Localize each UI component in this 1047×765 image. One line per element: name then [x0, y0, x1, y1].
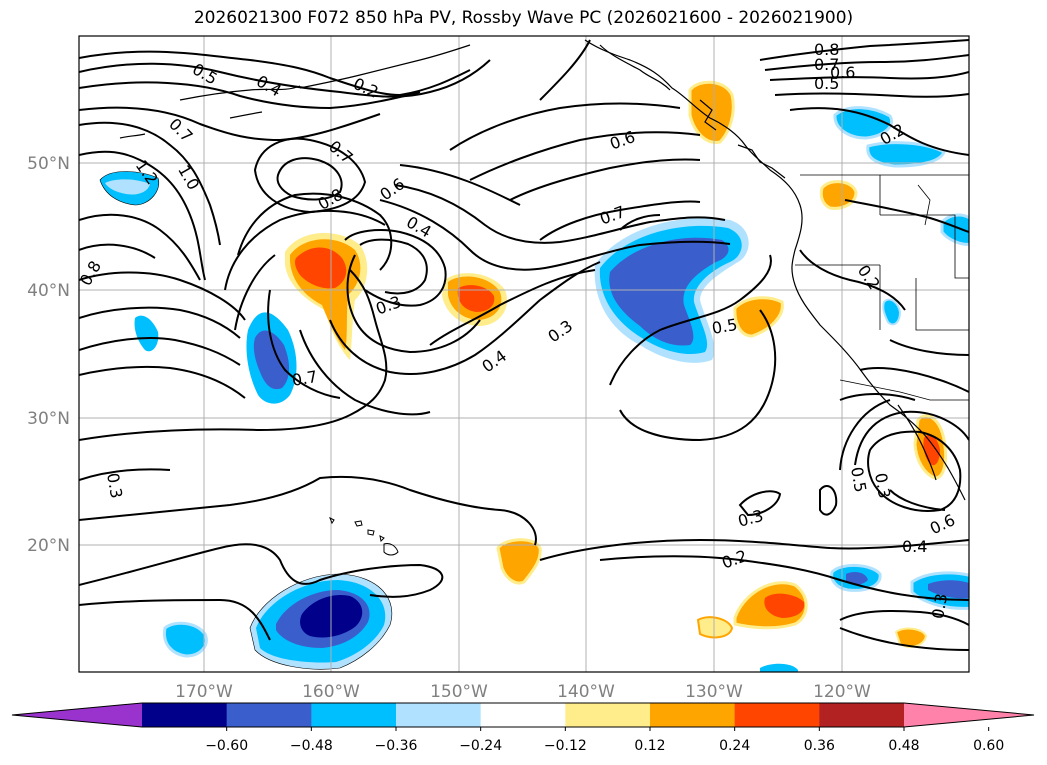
positive-anomaly-patch [819, 180, 858, 210]
negative-anomaly-patch [882, 298, 902, 326]
hawaiian-islands [329, 516, 399, 556]
contour-label: 0.5 [710, 315, 738, 338]
lat-label: 50°N [27, 154, 70, 174]
shaded-pv-anomalies [99, 80, 969, 672]
contour-label: 0.7 [814, 55, 839, 74]
positive-anomaly-patch [496, 538, 542, 585]
positive-anomaly-patch [457, 285, 495, 312]
contour-label: 0.3 [928, 592, 951, 620]
negative-anomaly-patch [253, 330, 290, 390]
colorbar-segment [142, 703, 228, 727]
lat-label: 40°N [27, 281, 70, 301]
longitude-labels: 170°W 160°W 150°W 140°W 130°W 120°W [175, 682, 871, 702]
lon-label: 160°W [302, 682, 360, 702]
lon-label: 130°W [685, 682, 743, 702]
map-frame [78, 35, 970, 673]
negative-anomaly-patch [928, 580, 969, 599]
contour-label: 0.8 [814, 40, 839, 59]
contour-label: 0.3 [871, 471, 894, 499]
contour-label: 0.7 [290, 367, 318, 390]
contour-label: 0.5 [814, 74, 839, 93]
lat-label: 30°N [27, 409, 70, 429]
colorbar-segment [650, 703, 736, 727]
colorbar-tick-label: 0.48 [888, 738, 919, 754]
colorbar-tick-label: −0.12 [544, 738, 587, 754]
colorbar-segment [565, 703, 651, 727]
negative-anomaly-patch [846, 572, 868, 585]
lon-label: 120°W [813, 682, 871, 702]
negative-anomaly-patch [162, 621, 208, 658]
colorbar-segment [226, 703, 312, 727]
negative-anomaly-patch [105, 179, 150, 195]
lat-label: 20°N [27, 536, 70, 556]
colorbar: −0.60 −0.48 −0.36 −0.24 −0.12 0.12 0.24 0.36 0.4… [11, 702, 1035, 754]
positive-anomaly-patch [696, 616, 734, 639]
colorbar-extend-min [12, 703, 142, 727]
coastlines [119, 39, 966, 501]
colorbar-tick-label: −0.36 [375, 738, 418, 754]
contour-label: 0.6 [830, 63, 855, 82]
colorbar-tick-label: −0.60 [205, 738, 248, 754]
contour-label: 0.5 [847, 465, 870, 493]
negative-anomaly-patch [940, 213, 969, 246]
colorbar-segment [734, 703, 820, 727]
pv-contours [79, 39, 969, 651]
colorbar-tick-label: 0.12 [634, 738, 665, 754]
lon-label: 140°W [557, 682, 615, 702]
colorbar-tick-label: 0.24 [719, 738, 750, 754]
contour-label: 0.3 [103, 471, 126, 499]
colorbar-tick-label: 0.60 [973, 738, 1004, 754]
positive-anomaly-patch [764, 593, 805, 618]
negative-anomaly-patch [866, 141, 946, 168]
negative-anomaly-patch [833, 106, 893, 140]
negative-anomaly-patch [760, 663, 798, 672]
negative-anomaly-patch [134, 315, 159, 352]
positive-anomaly-patch [295, 247, 347, 289]
colorbar-segment [311, 703, 397, 727]
colorbar-tick-label: −0.24 [459, 738, 502, 754]
map-title: 2026021300 F072 850 hPa PV, Rossby Wave … [193, 8, 854, 28]
colorbar-tick-label: −0.48 [290, 738, 333, 754]
colorbar-segment [396, 703, 482, 727]
colorbar-segment [480, 703, 566, 727]
positive-anomaly-patch [688, 80, 735, 144]
colorbar-extend-max [904, 703, 1034, 727]
graticule [79, 36, 969, 672]
colorbar-tick-label: 0.36 [804, 738, 835, 754]
negative-anomaly-patch [609, 237, 729, 346]
contour-label: 0.4 [902, 537, 927, 556]
political-borders [795, 174, 969, 401]
latitude-labels: 50°N 40°N 30°N 20°N [27, 154, 70, 556]
positive-anomaly-patch [733, 296, 784, 338]
lon-label: 170°W [175, 682, 233, 702]
lon-label: 150°W [430, 682, 488, 702]
colorbar-segment [819, 703, 905, 727]
